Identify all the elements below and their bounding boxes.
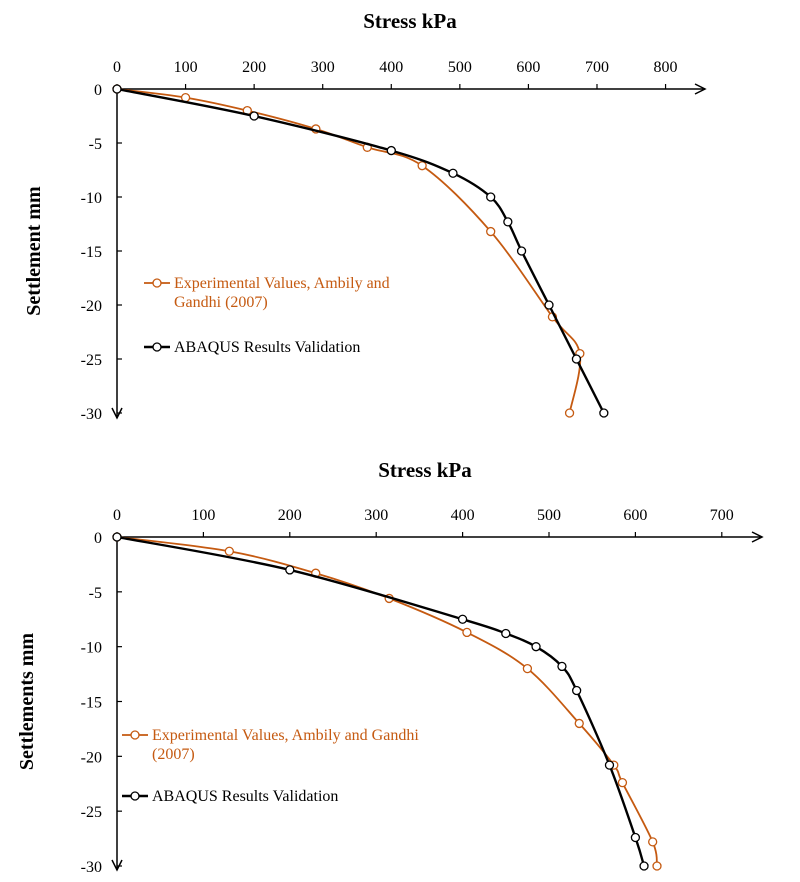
data-point [571,685,582,696]
x-tick-label: 300 [364,507,388,524]
data-point [501,628,511,639]
y-tick-label: -25 [81,804,102,821]
series-abaqus [112,84,609,418]
data-point [285,565,295,575]
chart-title: Stress kPa [378,458,472,482]
y-tick-label: -30 [81,859,102,876]
series-line [116,535,646,867]
y-axis-arrow [111,407,123,420]
legend-label: ABAQUS Results Validation [152,788,338,805]
series-experimental [112,84,585,418]
data-point [386,145,396,156]
data-point [648,837,658,847]
x-tick-label: 200 [242,59,266,76]
y-tick-label: -25 [81,352,102,369]
y-tick-label: -20 [81,749,102,766]
x-tick-label: 0 [113,507,121,524]
chart-1: Stress kPa Settlement mm 0 100 200 300 400 500 6… [23,9,707,423]
y-tick-label: 0 [94,82,102,99]
chart-2: Stress kPa Settlements mm 0 100 200 300 400 500… [16,458,764,876]
x-tick-label: 600 [623,507,647,524]
data-point [604,760,615,770]
data-point [564,408,575,418]
data-point [486,226,496,237]
y-axis-arrow [111,859,123,872]
data-point [599,408,609,418]
series-line [116,88,582,414]
y-tick-label: -5 [89,136,102,153]
x-axis-arrow [751,531,764,543]
y-tick-label: -5 [89,585,102,602]
data-point [112,532,122,542]
x-tick-label: 800 [654,59,678,76]
data-point [557,661,567,672]
x-axis-arrow [694,83,707,95]
chart-title: Stress kPa [363,9,457,33]
data-point [652,861,662,871]
x-tick-label: 400 [451,507,475,524]
x-tick-label: 100 [191,507,215,524]
y-axis-label: Settlement mm [23,186,45,316]
x-tick-label: 300 [311,59,335,76]
y-tick-label: -10 [81,640,102,657]
x-tick-label: 500 [537,507,561,524]
x-tick-label: 400 [379,59,403,76]
data-point [112,84,122,94]
legend-label: ABAQUS Results Validation [174,339,360,356]
y-tick-label: -15 [81,244,102,261]
data-point [544,300,554,310]
x-tick-label: 100 [174,59,198,76]
data-point [462,627,472,638]
data-point [503,217,513,227]
y-tick-label: -20 [81,298,102,315]
data-point [639,861,649,871]
legend-label: Experimental Values, Ambily and Gandhi [152,727,419,744]
data-point [617,778,628,788]
data-point [574,718,584,729]
legend-label: Experimental Values, Ambily and [174,275,390,292]
data-point [417,161,427,171]
x-tick-label: 700 [585,59,609,76]
legend-swatch-marker [130,730,140,740]
x-tick-label: 0 [113,59,121,76]
legend-label: (2007) [152,746,195,763]
data-point [516,246,527,256]
legend-swatch-marker [130,791,140,801]
data-point [630,832,641,843]
y-axis-label: Settlements mm [16,633,38,771]
legend-swatch-marker [152,342,162,352]
series-abaqus [112,532,649,871]
data-point [571,354,582,364]
data-point [448,168,458,178]
y-tick-label: -30 [81,406,102,423]
series-line [116,536,658,867]
series-experimental [112,532,662,871]
legend: Experimental Values, Ambily and Gandhi (2… [122,727,419,805]
x-tick-label: 200 [278,507,302,524]
legend: Experimental Values, Ambily and Gandhi (2… [144,275,390,356]
data-point [522,663,533,674]
y-tick-label: 0 [94,530,102,547]
legend-label: Gandhi (2007) [174,294,268,311]
x-tick-label: 600 [516,59,540,76]
data-point [457,614,468,624]
x-tick-label: 700 [710,507,734,524]
y-tick-label: -15 [81,695,102,712]
data-point [249,111,259,121]
data-point [224,546,234,556]
data-point [531,642,541,652]
data-point [486,192,496,202]
series-line [116,87,605,414]
legend-swatch-marker [152,278,162,288]
y-tick-label: -10 [81,190,102,207]
x-tick-label: 500 [448,59,472,76]
